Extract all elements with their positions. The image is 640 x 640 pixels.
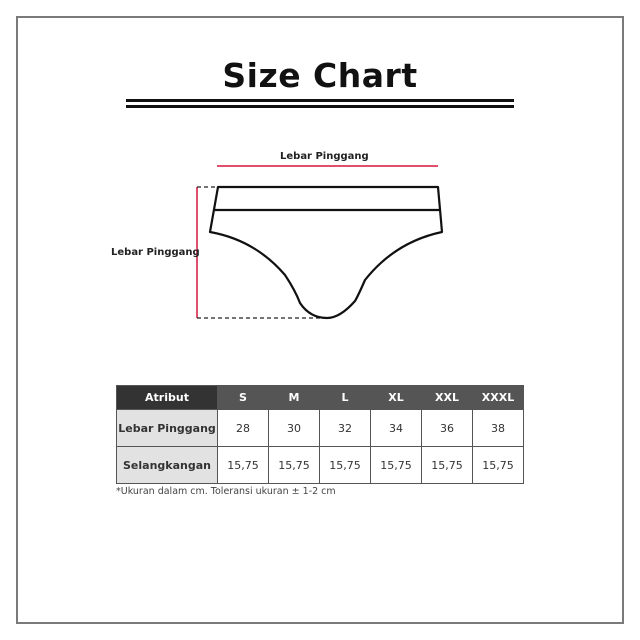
title-rule-top (126, 99, 514, 102)
title-rule-bottom (126, 105, 514, 108)
table-cell: 15,75 (421, 446, 473, 484)
table-cell: 30 (268, 409, 320, 447)
header-cell: L (319, 385, 371, 410)
table-cell: 15,75 (370, 446, 422, 484)
row-label: Lebar Pinggang (116, 409, 218, 447)
table-cell: 15,75 (319, 446, 371, 484)
header-cell: XL (370, 385, 422, 410)
size-table: Atribut S M L XL XXL XXXL Lebar Pinggang… (116, 385, 524, 484)
header-cell: M (268, 385, 320, 410)
table-row: Selangkangan 15,75 15,75 15,75 15,75 15,… (116, 446, 524, 484)
table-cell: 28 (217, 409, 269, 447)
page-title: Size Chart (222, 56, 418, 95)
table-cell: 32 (319, 409, 371, 447)
table-cell: 15,75 (217, 446, 269, 484)
header-cell: Atribut (116, 385, 218, 410)
side-measure-label: Lebar Pinggang (111, 247, 200, 258)
table-cell: 34 (370, 409, 422, 447)
row-label: Selangkangan (116, 446, 218, 484)
page-frame (16, 16, 624, 624)
top-measure-label: Lebar Pinggang (280, 151, 369, 162)
table-cell: 15,75 (472, 446, 524, 484)
header-cell: XXL (421, 385, 473, 410)
header-cell: XXXL (472, 385, 524, 410)
tolerance-note: *Ukuran dalam cm. Toleransi ukuran ± 1-2… (116, 486, 336, 497)
table-cell: 15,75 (268, 446, 320, 484)
table-cell: 36 (421, 409, 473, 447)
table-header-row: Atribut S M L XL XXL XXXL (116, 385, 524, 410)
table-cell: 38 (472, 409, 524, 447)
briefs-outline (208, 185, 444, 320)
table-row: Lebar Pinggang 28 30 32 34 36 38 (116, 409, 524, 447)
header-cell: S (217, 385, 269, 410)
